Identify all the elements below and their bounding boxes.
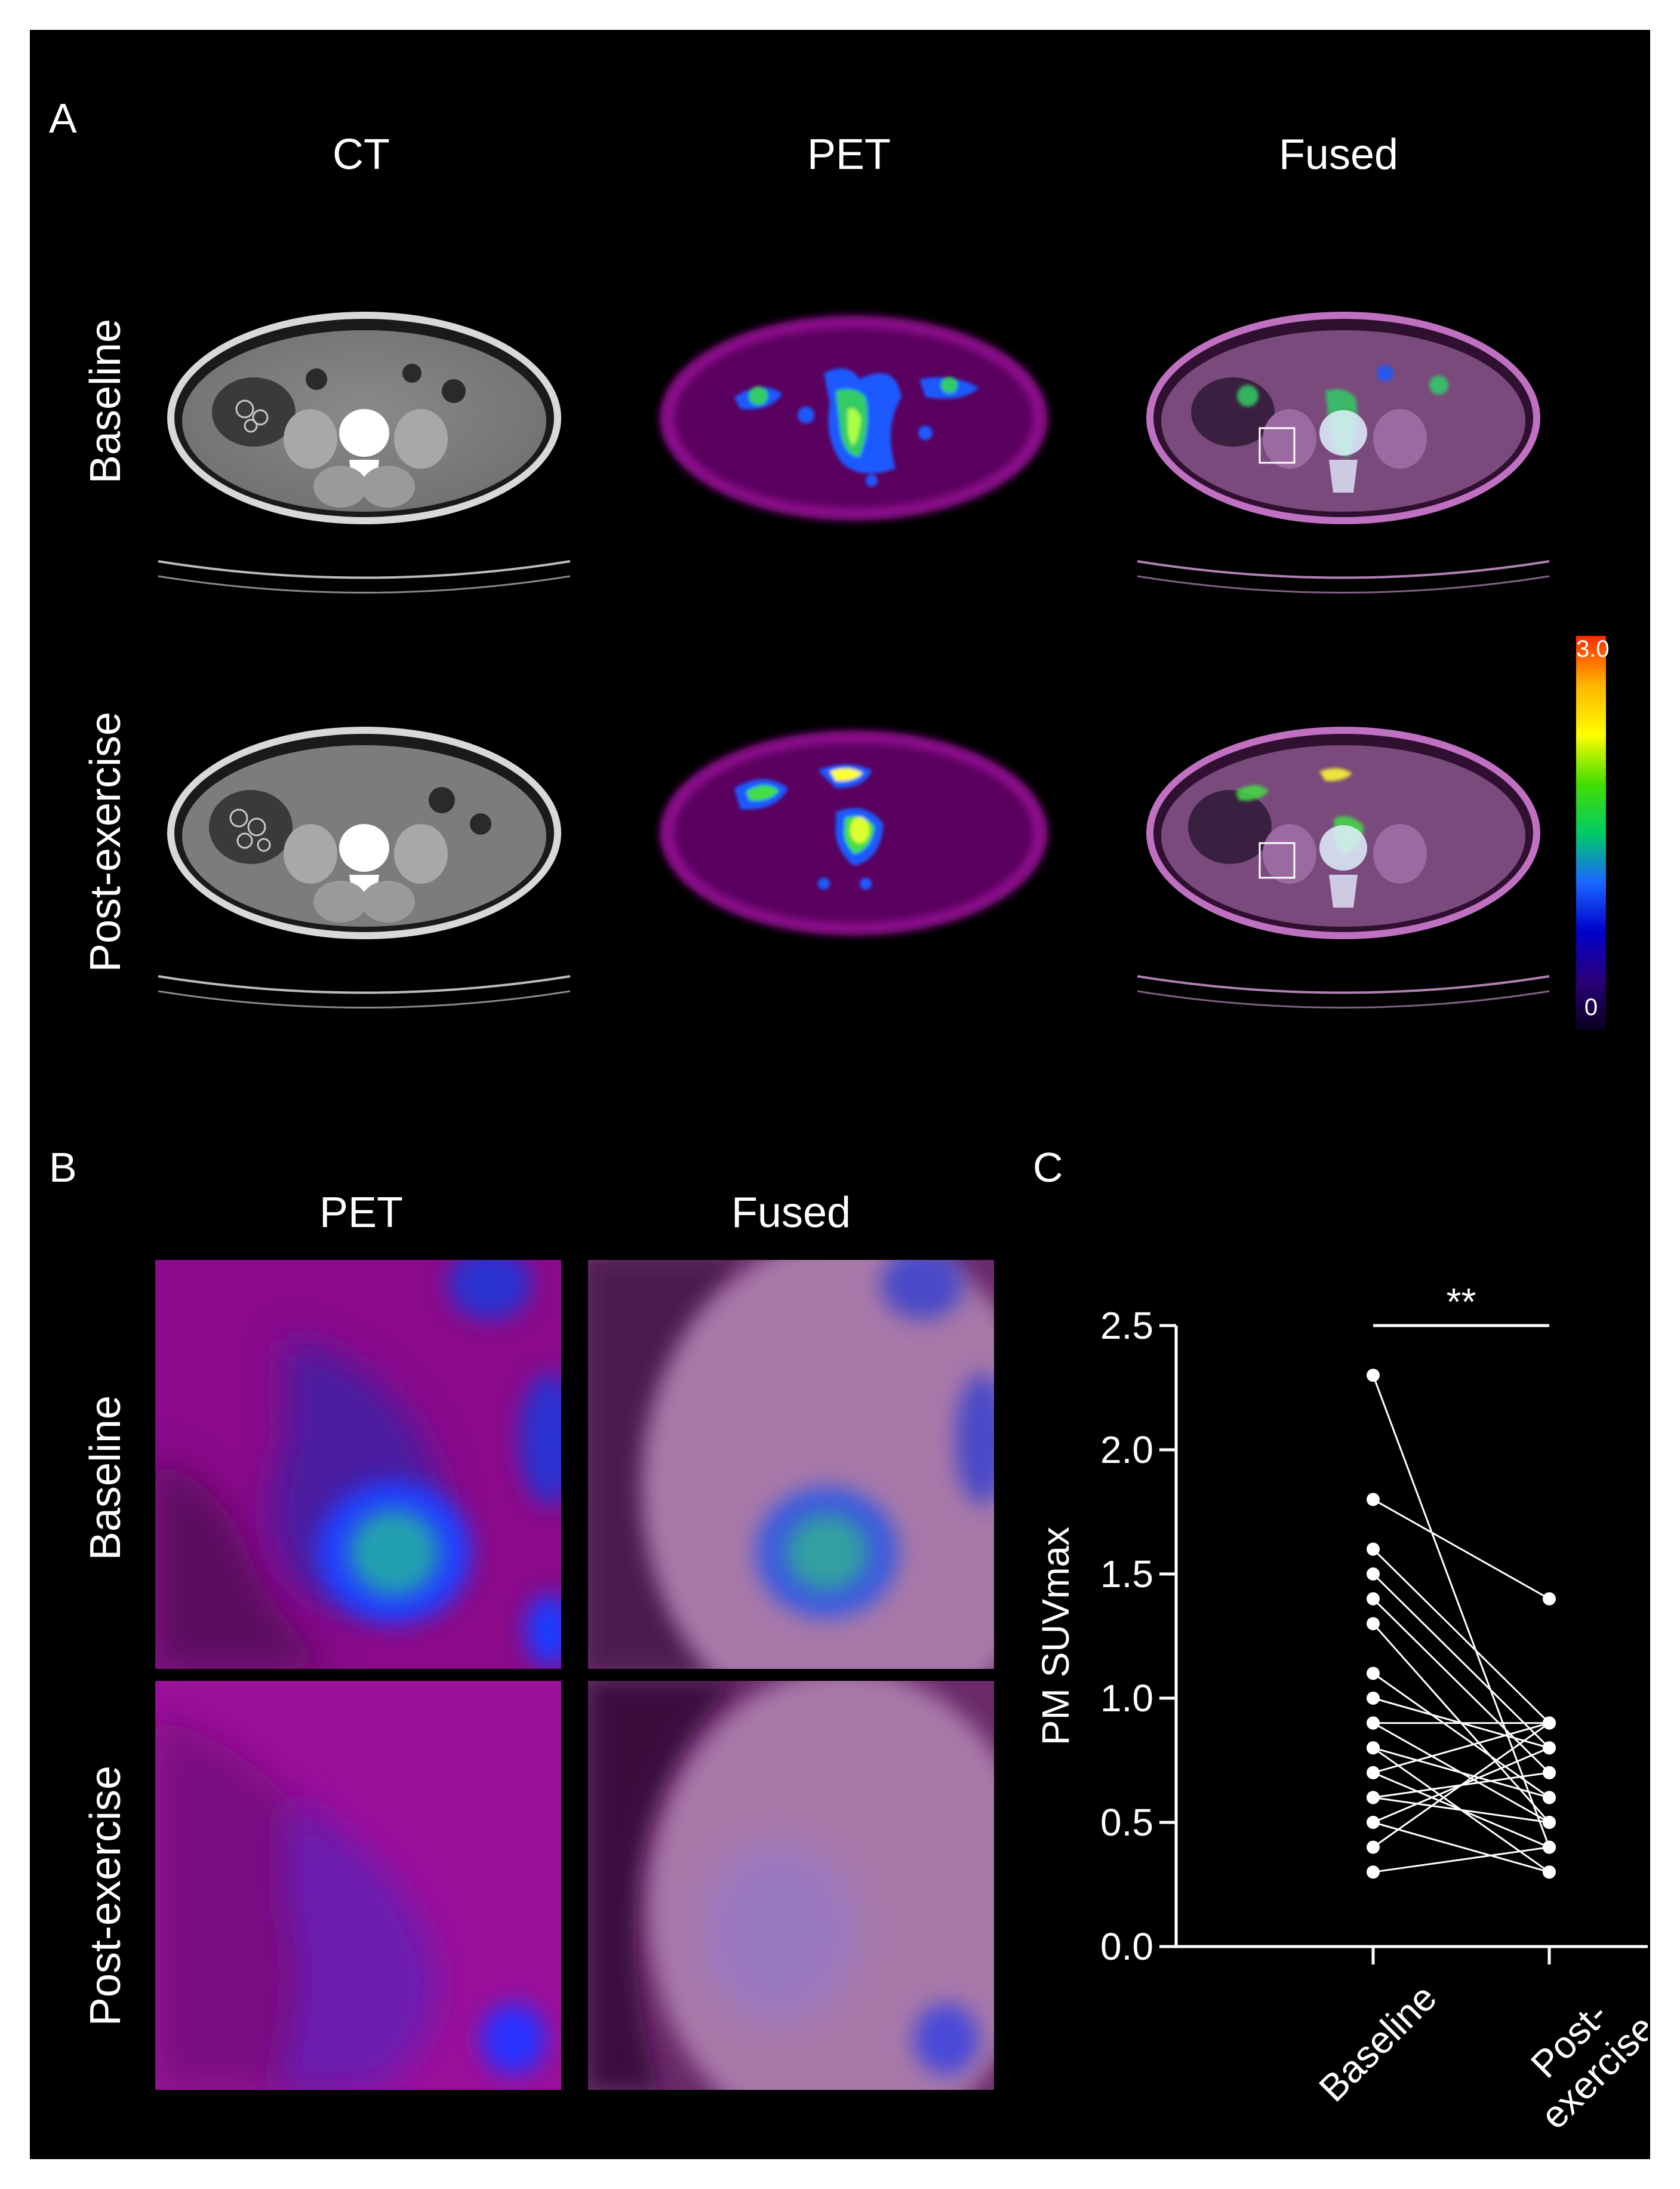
chart-axes [1159,1324,1648,1964]
point-baseline-6 [1367,1667,1380,1680]
y-tick-label: 2.5 [1100,1304,1153,1347]
zoom-fused-baseline-image [588,1260,994,1669]
point-baseline-15 [1367,1791,1380,1804]
zoom-fused-post-exercise-image [588,1681,994,2090]
panel-a-column-ct: CT [333,131,390,179]
pair-line-14 [1373,1796,1550,1824]
figure-panel: A CT PET Fused Baseline Post-exercise [30,30,1650,2159]
point-post-exercise-17 [1543,1741,1556,1755]
point-baseline-18 [1367,1840,1380,1854]
colorbar-min-label: 0 [1584,994,1598,1020]
fused-post-exercise-image [1134,705,1552,1045]
ct-baseline-image [155,290,573,630]
pair-line-6 [1373,1673,1550,1798]
fused-baseline-image [1134,290,1552,630]
point-post-exercise-16 [1543,1865,1556,1879]
y-tick-label: 0.5 [1100,1801,1153,1844]
y-tick-label: 1.0 [1100,1677,1153,1720]
point-baseline-7 [1367,1692,1380,1705]
panel-b-column-pet: PET [319,1189,404,1237]
pair-line-2 [1372,1548,1550,1724]
y-tick-label: 1.5 [1100,1552,1153,1595]
point-baseline-2 [1367,1542,1380,1556]
point-baseline-9 [1367,1716,1380,1730]
point-baseline-1 [1367,1493,1380,1507]
point-post-exercise-11 [1543,1791,1556,1804]
point-post-exercise-14 [1543,1816,1556,1829]
y-axis-label: PM SUVmax [1034,1527,1077,1745]
chart-points [1367,1369,1556,1879]
pair-line-1 [1373,1498,1550,1600]
panel-b-letter: B [49,1144,77,1191]
colorbar [1576,636,1606,1030]
zoom-pet-post-exercise-image [155,1681,561,2090]
y-tick-label: 0.0 [1100,1925,1153,1968]
pair-line-11 [1373,1747,1550,1798]
chart-labels: 0.0 0.5 1.0 1.5 2.0 2.5 PM SUVmax Baseline Post-… [1034,1280,1648,2137]
point-post-exercise-15 [1543,1766,1556,1779]
chart-pair-lines [1372,1375,1550,1873]
x-category-label-post-exercise: Post-exercise [1501,1976,1648,2137]
pair-line-3 [1372,1573,1550,1749]
point-baseline-17 [1367,1816,1380,1829]
panel-b-column-fused: Fused [731,1189,851,1237]
pair-line-16 [1373,1821,1550,1873]
panel-a-letter: A [49,95,77,142]
significance-label: ** [1447,1280,1476,1323]
pair-line-13 [1373,1722,1550,1774]
point-baseline-19 [1367,1865,1380,1879]
pet-post-exercise-image [645,705,1063,1045]
point-baseline-3 [1367,1567,1380,1581]
point-baseline-11 [1367,1741,1380,1755]
pair-line-19 [1373,1846,1550,1873]
pair-line-4 [1372,1598,1550,1773]
point-baseline-13 [1367,1766,1380,1779]
roi-box-post-exercise [1259,842,1296,879]
point-post-exercise-1 [1543,1592,1556,1606]
zoom-pet-baseline-image [155,1260,561,1669]
panel-b-row-post-exercise: Post-exercise [82,1765,130,2027]
point-post-exercise-19 [1543,1840,1556,1854]
pet-baseline-image [645,290,1063,630]
colorbar-max-label: 3.0 [1576,636,1610,662]
roi-box-baseline [1259,427,1296,464]
panel-a-row-post-exercise: Post-exercise [82,711,130,973]
panel-c-letter: C [1033,1144,1063,1191]
point-baseline-0 [1367,1369,1380,1382]
panel-b-row-baseline: Baseline [82,1395,130,1561]
point-baseline-5 [1367,1617,1380,1631]
panel-a-row-baseline: Baseline [82,318,130,484]
paired-chart: 0.0 0.5 1.0 1.5 2.0 2.5 PM SUVmax Baseline Post-… [1034,1280,1648,2137]
pair-line-18 [1373,1722,1550,1848]
point-baseline-4 [1367,1592,1380,1606]
point-post-exercise-18 [1543,1716,1556,1730]
x-category-label-baseline: Baseline [1310,1976,1445,2110]
y-tick-label: 2.0 [1100,1428,1153,1471]
ct-post-exercise-image [155,705,573,1045]
panel-a-column-pet: PET [807,131,891,179]
pair-line-0 [1372,1375,1550,1848]
panel-a-column-fused: Fused [1278,131,1399,179]
